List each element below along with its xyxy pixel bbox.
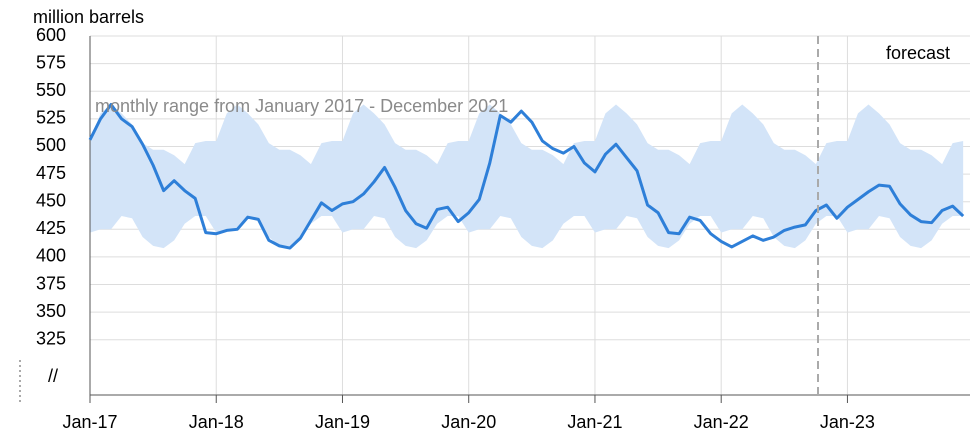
axis-break: // [48,366,58,386]
y-tick-label: 525 [36,108,66,128]
y-axis-label: million barrels [33,7,144,27]
y-tick-label: 450 [36,190,66,210]
forecast-label: forecast [886,43,950,63]
y-tick-label: 475 [36,163,66,183]
y-tick-label: 350 [36,301,66,321]
y-tick-label: 575 [36,52,66,72]
range-band [90,104,964,249]
y-tick-label: 600 [36,25,66,45]
y-tick-label: 325 [36,329,66,349]
x-tick-label: Jan-21 [567,412,622,432]
y-tick-label: 375 [36,273,66,293]
y-tick-label: 550 [36,80,66,100]
x-tick-label: Jan-18 [189,412,244,432]
y-tick-label: 500 [36,135,66,155]
x-tick-label: Jan-17 [62,412,117,432]
y-tick-label: 425 [36,218,66,238]
range-label: monthly range from January 2017 - Decemb… [95,96,508,116]
x-tick-label: Jan-19 [315,412,370,432]
x-tick-label: Jan-20 [441,412,496,432]
y-tick-label: 400 [36,246,66,266]
x-tick-label: Jan-23 [820,412,875,432]
x-tick-label: Jan-22 [694,412,749,432]
